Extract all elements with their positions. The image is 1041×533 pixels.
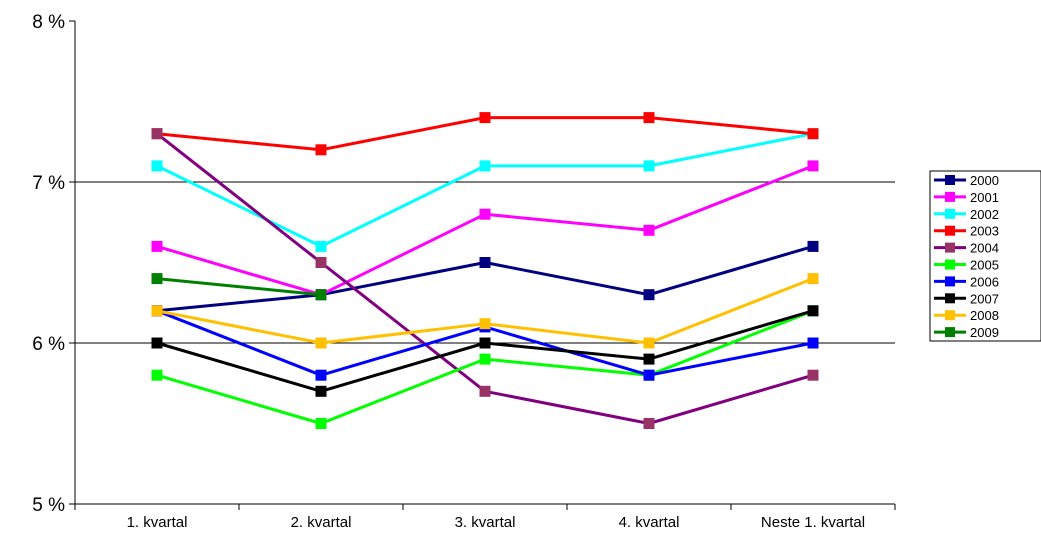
y-tick-label: 8 % <box>32 12 65 33</box>
point-2003 <box>479 112 491 124</box>
legend-item-2005: 2005 <box>934 258 999 273</box>
legend-label: 2007 <box>970 291 999 306</box>
legend-item-2007: 2007 <box>934 291 999 306</box>
axes: 5 % 6 % 7 % 8 % 1. kvartal 2. kvartal 3. kvart… <box>32 12 896 531</box>
point-2006 <box>807 337 819 349</box>
legend-label: 2004 <box>970 241 999 256</box>
legend-item-2008: 2008 <box>934 308 999 323</box>
point-2003 <box>315 144 327 156</box>
series-line-2002 <box>156 132 814 248</box>
point-2001 <box>643 224 655 236</box>
point-2008 <box>479 318 491 330</box>
series-line-2009 <box>156 277 322 297</box>
legend-item-2004: 2004 <box>934 241 999 256</box>
legend-item-2006: 2006 <box>934 274 999 289</box>
legend-marker <box>945 276 955 287</box>
x-tick-label: 1. kvartal <box>127 514 188 531</box>
legend-label: 2005 <box>970 258 999 273</box>
point-2000 <box>643 289 655 301</box>
point-2003 <box>643 112 655 124</box>
point-2006 <box>643 369 655 381</box>
point-2004 <box>479 385 491 397</box>
legend-marker <box>945 191 955 202</box>
point-2004 <box>643 418 655 429</box>
x-tick-label: 2. kvartal <box>291 514 352 531</box>
series-markers <box>151 112 819 429</box>
point-2007 <box>151 337 163 349</box>
legend-item-2001: 2001 <box>934 190 999 205</box>
point-2002 <box>151 160 163 172</box>
point-2001 <box>151 240 163 252</box>
y-tick-label: 5 % <box>32 495 65 516</box>
point-2005 <box>315 418 327 429</box>
legend-marker <box>945 327 955 338</box>
legend-marker <box>945 242 955 253</box>
point-2002 <box>479 160 491 172</box>
point-2001 <box>807 160 819 172</box>
legend-item-2000: 2000 <box>934 173 999 188</box>
point-2009 <box>151 273 163 285</box>
legend-label: 2008 <box>970 308 999 323</box>
legend-label: 2006 <box>970 274 999 289</box>
point-2007 <box>479 337 491 349</box>
point-2004 <box>807 369 819 381</box>
legend-label: 2003 <box>970 224 999 239</box>
point-2005 <box>151 369 163 381</box>
series-line-2004 <box>156 132 814 425</box>
point-2002 <box>643 160 655 172</box>
point-2000 <box>479 257 491 268</box>
x-tick-label: 4. kvartal <box>619 514 680 531</box>
legend-item-2002: 2002 <box>934 207 999 222</box>
point-2002 <box>315 240 327 252</box>
point-2008 <box>151 305 163 317</box>
point-2006 <box>315 369 327 381</box>
point-2001 <box>479 208 491 220</box>
point-2008 <box>315 337 327 349</box>
legend-marker <box>945 293 955 304</box>
legend-label: 2000 <box>970 173 999 188</box>
series-line-2000 <box>156 244 814 313</box>
legend-item-2009: 2009 <box>934 325 999 340</box>
point-2007 <box>807 305 819 317</box>
point-2000 <box>807 240 819 252</box>
point-2004 <box>151 128 163 140</box>
x-tick-label: Neste 1. kvartal <box>761 514 865 531</box>
point-2008 <box>807 273 819 285</box>
point-2009 <box>315 289 327 301</box>
legend-label: 2001 <box>970 190 999 205</box>
point-2007 <box>315 385 327 397</box>
point-2003 <box>807 128 819 140</box>
point-2007 <box>643 353 655 365</box>
legend-marker <box>945 175 955 185</box>
x-tick-label: 3. kvartal <box>455 514 516 531</box>
legend-marker <box>945 310 955 321</box>
point-2008 <box>643 337 655 349</box>
legend-label: 2009 <box>970 325 999 340</box>
point-2005 <box>479 353 491 365</box>
legend-marker <box>945 225 955 236</box>
legend-marker <box>945 259 955 270</box>
legend-label: 2002 <box>970 207 999 222</box>
legend-item-2003: 2003 <box>934 224 999 239</box>
legend-marker <box>945 208 955 219</box>
point-2004 <box>315 257 327 268</box>
y-tick-label: 6 % <box>32 334 65 355</box>
y-tick-label: 7 % <box>32 173 65 194</box>
